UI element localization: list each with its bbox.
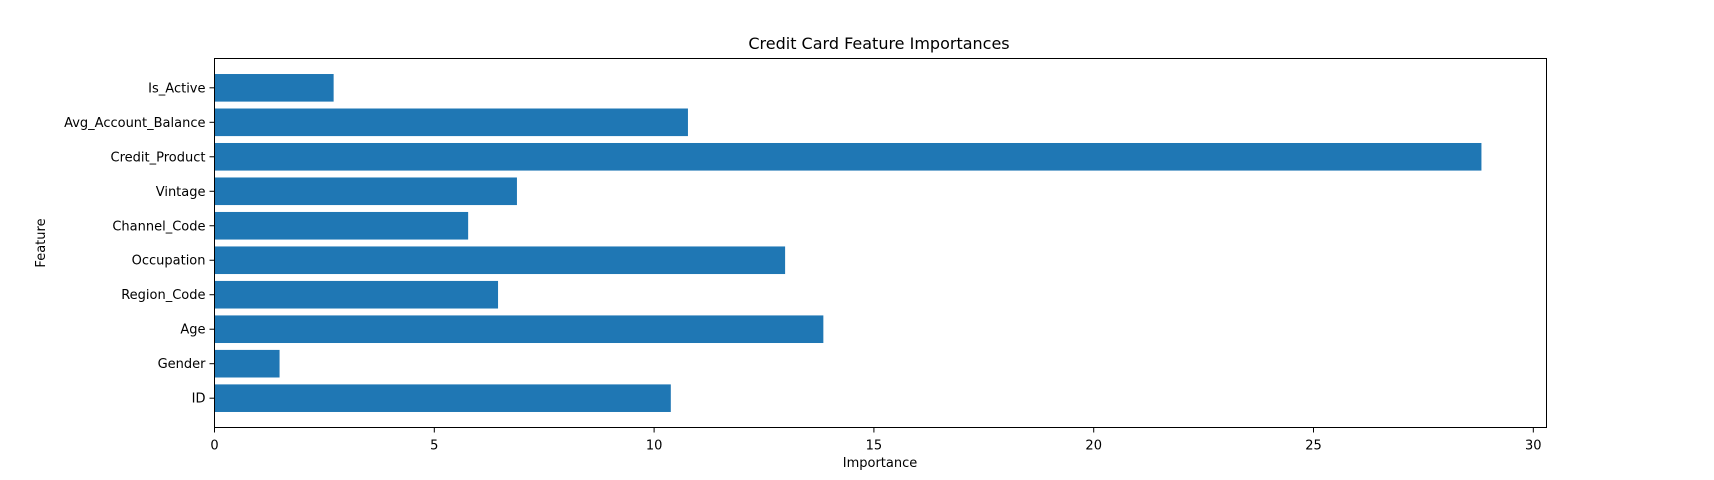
x-tick-label: 25 <box>1305 439 1322 454</box>
y-axis-title: Feature <box>34 218 49 267</box>
bar-id <box>214 384 671 412</box>
x-axis-title: Importance <box>843 456 918 471</box>
y-tick-label: Is_Active <box>148 81 205 96</box>
bar-age <box>214 315 824 344</box>
bar-credit-product <box>214 142 1482 171</box>
bar-avg-account-balance <box>214 108 688 137</box>
y-tick-label: Age <box>180 323 205 338</box>
bar-occupation <box>214 246 786 275</box>
x-tick-label: 5 <box>430 439 438 454</box>
x-tick-label: 30 <box>1525 439 1542 454</box>
bar-gender <box>214 349 280 378</box>
y-axis-ticks: ID Gender Age Region_Code Occupation Channel_… <box>64 81 215 407</box>
bar-region-code <box>214 280 499 309</box>
bar-is-active <box>214 74 334 102</box>
chart-title: Credit Card Feature Importances <box>748 34 1009 53</box>
x-tick-label: 20 <box>1085 439 1102 454</box>
x-tick-label: 10 <box>646 439 663 454</box>
bar-channel-code <box>214 211 469 240</box>
x-axis-ticks: 0 5 10 15 20 25 30 <box>210 427 1542 454</box>
bar-vintage <box>214 177 517 206</box>
x-tick-label: 0 <box>210 439 218 454</box>
plot-frame <box>214 58 1547 428</box>
y-tick-label: Avg_Account_Balance <box>64 116 205 131</box>
x-tick-label: 15 <box>866 439 883 454</box>
y-tick-label: Credit_Product <box>111 150 206 165</box>
y-tick-label: Channel_Code <box>112 219 205 234</box>
y-tick-label: ID <box>192 392 206 407</box>
bars-group <box>214 74 1482 412</box>
y-tick-label: Occupation <box>132 254 206 269</box>
y-tick-label: Vintage <box>156 185 206 200</box>
y-tick-label: Region_Code <box>121 288 205 303</box>
y-tick-label: Gender <box>158 357 207 372</box>
